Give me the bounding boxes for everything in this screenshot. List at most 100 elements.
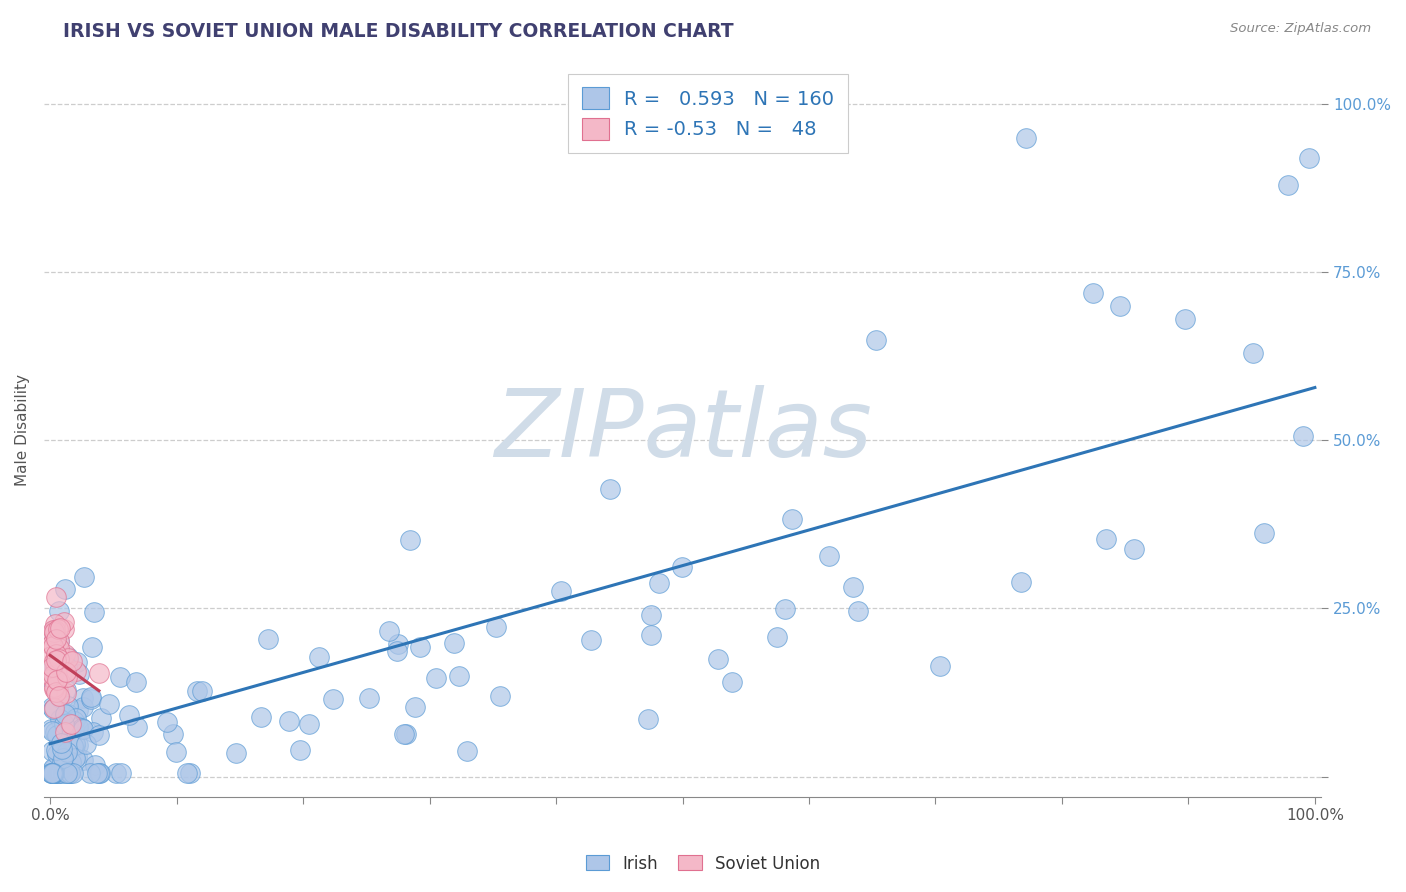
Point bbox=[1010, 575, 1032, 590]
Point bbox=[55, 724, 77, 739]
Point bbox=[56, 698, 79, 713]
Point bbox=[56, 766, 79, 780]
Point bbox=[44, 725, 66, 739]
Point bbox=[63, 738, 86, 752]
Point bbox=[846, 604, 869, 618]
Point bbox=[104, 766, 127, 780]
Point bbox=[51, 649, 73, 664]
Point bbox=[53, 582, 76, 597]
Point bbox=[766, 631, 789, 645]
Point bbox=[72, 691, 94, 706]
Point bbox=[395, 727, 418, 741]
Point bbox=[392, 727, 415, 741]
Point bbox=[41, 766, 63, 780]
Point bbox=[56, 651, 79, 665]
Point bbox=[45, 766, 67, 780]
Point bbox=[44, 617, 66, 632]
Point bbox=[186, 683, 208, 698]
Point bbox=[45, 632, 67, 646]
Point bbox=[56, 669, 79, 683]
Point bbox=[648, 576, 671, 591]
Point bbox=[42, 654, 65, 668]
Point bbox=[671, 560, 693, 574]
Point bbox=[59, 766, 82, 780]
Point bbox=[45, 590, 67, 604]
Point bbox=[56, 649, 79, 664]
Point bbox=[89, 727, 111, 741]
Point bbox=[65, 751, 87, 765]
Point bbox=[1123, 541, 1146, 556]
Point bbox=[378, 624, 401, 639]
Point bbox=[42, 632, 65, 646]
Point bbox=[179, 766, 201, 780]
Point bbox=[44, 623, 66, 637]
Legend: R =   0.593   N = 160, R = -0.53   N =   48: R = 0.593 N = 160, R = -0.53 N = 48 bbox=[568, 74, 848, 153]
Point bbox=[79, 766, 101, 780]
Point bbox=[41, 648, 63, 663]
Point bbox=[425, 671, 447, 685]
Point bbox=[404, 699, 426, 714]
Point bbox=[80, 692, 103, 706]
Point bbox=[599, 482, 621, 496]
Point bbox=[46, 766, 69, 780]
Point bbox=[48, 690, 70, 704]
Point bbox=[52, 766, 75, 780]
Point bbox=[72, 722, 94, 736]
Point bbox=[1015, 131, 1038, 145]
Point bbox=[82, 724, 104, 739]
Point bbox=[449, 669, 471, 683]
Point bbox=[1174, 312, 1197, 326]
Point bbox=[1277, 178, 1299, 192]
Point bbox=[41, 673, 63, 688]
Y-axis label: Male Disability: Male Disability bbox=[15, 375, 30, 486]
Point bbox=[721, 674, 744, 689]
Point bbox=[72, 699, 94, 714]
Point bbox=[62, 654, 84, 668]
Point bbox=[90, 711, 112, 725]
Point bbox=[55, 657, 77, 672]
Point bbox=[55, 660, 77, 674]
Point bbox=[42, 623, 65, 637]
Point bbox=[45, 685, 67, 699]
Text: IRISH VS SOVIET UNION MALE DISABILITY CORRELATION CHART: IRISH VS SOVIET UNION MALE DISABILITY CO… bbox=[63, 22, 734, 41]
Point bbox=[156, 715, 179, 730]
Point bbox=[75, 737, 97, 751]
Point bbox=[41, 637, 63, 651]
Point bbox=[58, 766, 80, 780]
Point bbox=[456, 744, 478, 758]
Point bbox=[443, 636, 465, 650]
Point bbox=[48, 682, 70, 697]
Point bbox=[41, 671, 63, 685]
Point bbox=[48, 766, 70, 780]
Point bbox=[41, 638, 63, 652]
Point bbox=[225, 746, 247, 760]
Point bbox=[162, 726, 184, 740]
Point bbox=[42, 625, 65, 640]
Point bbox=[59, 766, 82, 780]
Point bbox=[1292, 429, 1315, 443]
Point bbox=[98, 697, 121, 711]
Point bbox=[48, 633, 70, 648]
Point bbox=[49, 766, 72, 780]
Point bbox=[110, 766, 132, 780]
Point bbox=[51, 665, 73, 679]
Point bbox=[51, 754, 73, 768]
Point bbox=[322, 692, 344, 706]
Point bbox=[48, 604, 70, 618]
Point bbox=[42, 766, 65, 780]
Point bbox=[489, 690, 512, 704]
Point bbox=[55, 683, 77, 698]
Point bbox=[49, 621, 72, 635]
Point bbox=[387, 637, 409, 651]
Point bbox=[41, 670, 63, 684]
Point bbox=[41, 766, 63, 780]
Point bbox=[48, 640, 70, 655]
Point bbox=[385, 643, 408, 657]
Point bbox=[52, 622, 75, 636]
Point bbox=[66, 748, 89, 763]
Point bbox=[127, 720, 149, 734]
Point bbox=[45, 743, 67, 757]
Point bbox=[485, 620, 508, 634]
Point bbox=[58, 766, 80, 780]
Point bbox=[52, 751, 75, 765]
